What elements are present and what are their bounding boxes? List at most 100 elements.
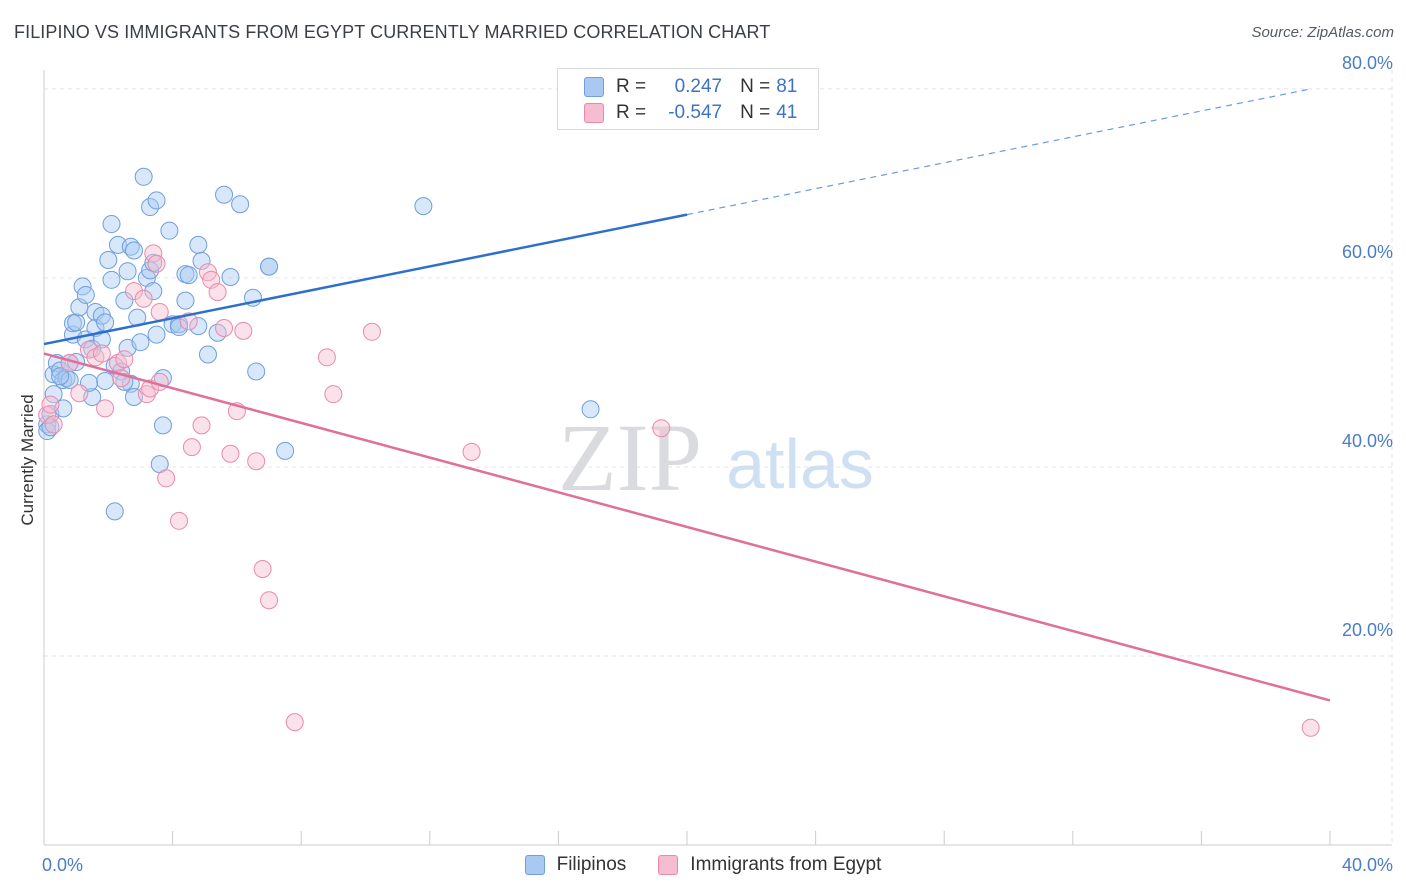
point-egypt xyxy=(221,444,240,463)
legend-swatch-egypt xyxy=(658,855,679,875)
point-egypt xyxy=(253,560,272,579)
series-egypt-points xyxy=(38,244,1320,737)
point-egypt xyxy=(44,415,63,434)
legend-label-egypt: Immigrants from Egypt xyxy=(690,854,882,875)
point-egypt xyxy=(1301,718,1320,737)
point-filipinos xyxy=(105,502,124,521)
point-filipinos xyxy=(215,185,234,204)
point-filipinos xyxy=(198,345,217,364)
legend-n-label: N = xyxy=(740,102,771,123)
point-egypt xyxy=(247,452,266,471)
point-egypt xyxy=(41,395,60,414)
trend-line-egypt xyxy=(43,352,1331,702)
point-filipinos xyxy=(170,318,189,337)
legend-n-value: 41 xyxy=(776,102,798,123)
point-filipinos xyxy=(57,369,76,388)
point-filipinos xyxy=(51,361,70,380)
point-filipinos xyxy=(67,313,86,332)
legend-r-value: -0.547 xyxy=(668,102,723,123)
point-filipinos xyxy=(134,167,153,186)
point-filipinos xyxy=(102,215,121,234)
point-filipinos xyxy=(147,325,166,344)
point-egypt xyxy=(462,442,481,461)
chart-source: Source: ZipAtlas.com xyxy=(1251,24,1394,41)
point-filipinos xyxy=(189,235,208,254)
legend-row-egypt: R = -0.547 N = 41 xyxy=(584,101,797,125)
legend-r-label: R = xyxy=(616,102,647,123)
axes xyxy=(43,70,1392,846)
point-filipinos xyxy=(260,257,279,276)
point-egypt xyxy=(179,312,198,331)
trend-line-filipinos-extension xyxy=(686,88,1311,216)
point-egypt xyxy=(137,385,156,404)
point-egypt xyxy=(38,405,57,424)
point-filipinos xyxy=(153,416,172,435)
legend-r-value: 0.247 xyxy=(674,76,723,97)
point-filipinos xyxy=(96,371,115,390)
chart-title: FILIPINO VS IMMIGRANTS FROM EGYPT CURREN… xyxy=(14,22,771,42)
y-axis-label: Currently Married xyxy=(18,394,37,525)
trend-lines xyxy=(43,88,1331,702)
point-filipinos xyxy=(414,197,433,216)
legend-swatch-filipinos xyxy=(524,855,545,875)
point-filipinos xyxy=(99,250,118,269)
point-egypt xyxy=(157,469,176,488)
tick-labels: 20.0% 40.0% 60.0% 80.0% 0.0% 40.0% xyxy=(42,53,1393,875)
point-egypt xyxy=(170,511,189,530)
point-filipinos xyxy=(102,270,121,289)
point-egypt xyxy=(215,319,234,338)
watermark-zip: ZIP xyxy=(558,404,702,511)
point-filipinos xyxy=(76,285,95,304)
point-egypt xyxy=(147,254,166,273)
point-filipinos xyxy=(51,367,70,386)
point-egypt xyxy=(70,384,89,403)
point-filipinos xyxy=(118,262,137,281)
point-egypt xyxy=(285,713,304,732)
watermark-atlas: atlas xyxy=(726,425,874,503)
point-egypt xyxy=(96,399,115,418)
point-egypt xyxy=(260,591,279,610)
legend-row-filipinos: R = 0.247 N = 81 xyxy=(584,75,797,99)
point-filipinos xyxy=(38,415,57,434)
point-filipinos xyxy=(176,291,195,310)
point-egypt xyxy=(208,283,227,302)
point-filipinos xyxy=(581,400,600,419)
point-filipinos xyxy=(189,317,208,336)
point-filipinos xyxy=(247,362,266,381)
point-egypt xyxy=(92,344,111,363)
point-egypt xyxy=(115,350,134,369)
gridlines xyxy=(44,70,1393,845)
point-egypt xyxy=(144,244,163,263)
point-egypt xyxy=(134,289,153,308)
legend-item-filipinos[interactable]: Filipinos xyxy=(524,854,626,876)
point-egypt xyxy=(652,419,671,438)
correlation-legend: R = 0.247 N = 81 R = -0.547 N = 41 xyxy=(557,68,819,130)
point-filipinos xyxy=(208,323,227,342)
y-tick-label: 20.0% xyxy=(1342,620,1393,640)
point-filipinos xyxy=(231,195,250,214)
point-filipinos xyxy=(92,330,111,349)
point-egypt xyxy=(192,416,211,435)
point-filipinos xyxy=(96,313,115,332)
y-tick-label: 80.0% xyxy=(1342,53,1393,73)
point-filipinos xyxy=(44,385,63,404)
point-filipinos xyxy=(144,282,163,301)
legend-item-egypt[interactable]: Immigrants from Egypt xyxy=(658,854,881,876)
legend-n-label: N = xyxy=(740,76,771,97)
x-tick-label: 40.0% xyxy=(1342,855,1393,875)
x-tick-label: 0.0% xyxy=(42,855,83,875)
point-egypt xyxy=(125,282,144,301)
point-egypt xyxy=(324,385,343,404)
point-filipinos xyxy=(179,266,198,285)
point-filipinos xyxy=(131,333,150,352)
y-tick-label: 40.0% xyxy=(1342,431,1393,451)
point-filipinos xyxy=(125,241,144,260)
point-filipinos xyxy=(276,441,295,460)
point-egypt xyxy=(234,321,253,340)
point-filipinos xyxy=(160,221,179,240)
y-tick-label: 60.0% xyxy=(1342,242,1393,262)
point-filipinos xyxy=(221,267,240,286)
point-egypt xyxy=(317,348,336,367)
legend-n-value: 81 xyxy=(776,76,798,97)
